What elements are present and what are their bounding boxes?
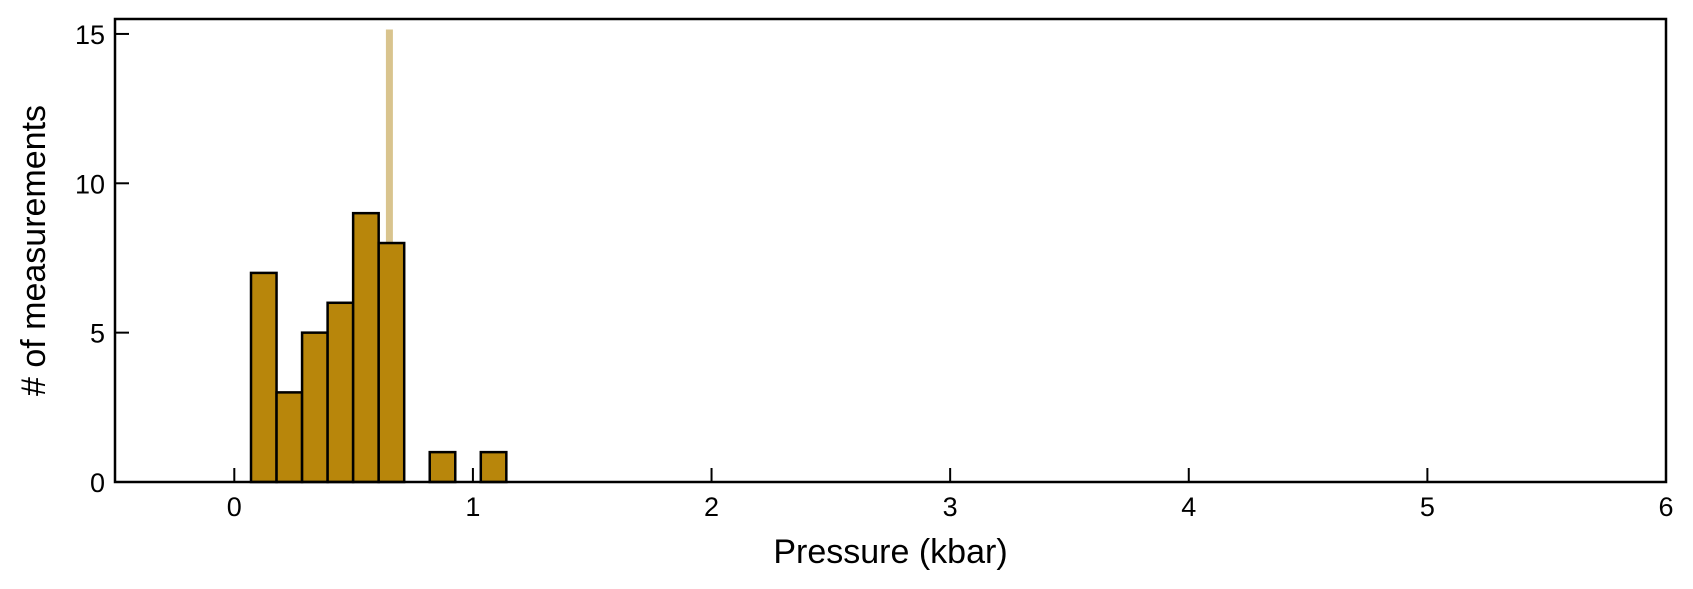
histogram-bar-6 [428,450,457,484]
y-tick-label-2: 10 [75,169,105,199]
plot-frame [113,17,1668,484]
y-tick-label-3: 15 [75,20,105,50]
histogram-bar-2 [300,331,329,484]
y-tick-label-0: 0 [90,468,105,498]
histogram-bar-7 [479,450,508,484]
histogram-bar-1 [275,391,304,484]
histogram-bar-0 [249,271,278,484]
y-tick-label-1: 5 [90,319,105,349]
x-tick-label-6: 6 [1658,492,1673,522]
x-tick-label-5: 5 [1420,492,1435,522]
x-tick-label-2: 2 [704,492,719,522]
histogram-bar-4 [351,211,380,484]
plot-area: 0 1 2 3 4 5 6 0 5 10 15 [75,17,1674,522]
x-axis-title: Pressure (kbar) [773,533,1007,571]
histogram-bar-3 [326,301,355,484]
y-axis-title: # of measurements [15,105,53,396]
histogram-bar-5 [377,241,406,484]
x-tick-label-1: 1 [465,492,480,522]
x-tick-label-0: 0 [227,492,242,522]
x-tick-label-3: 3 [943,492,958,522]
x-tick-label-4: 4 [1181,492,1196,522]
